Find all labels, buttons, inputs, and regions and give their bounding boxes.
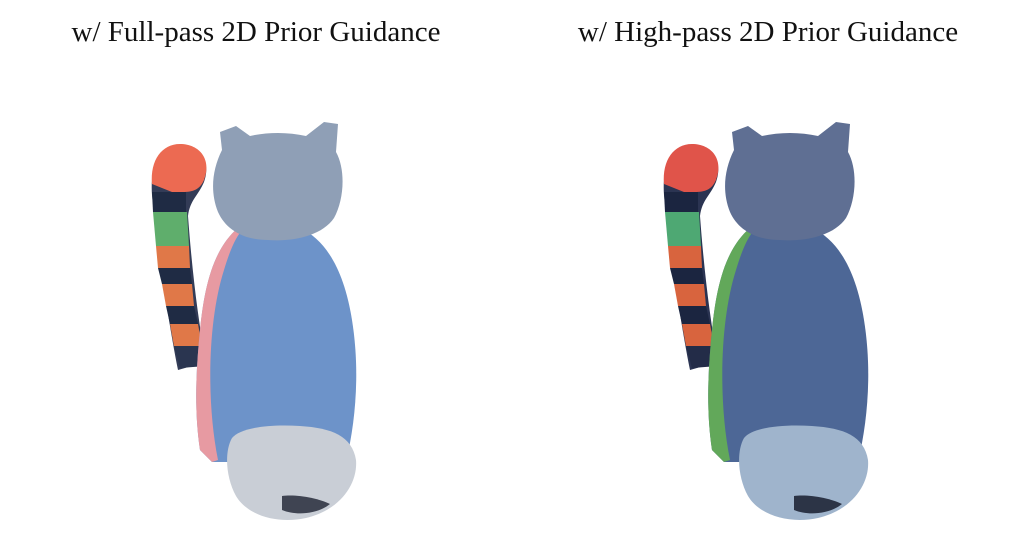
- panel-full-pass: w/ Full-pass 2D Prior Guidance: [71, 16, 441, 520]
- cat-figurine-render: [151, 122, 357, 520]
- base-shadow: [794, 495, 842, 514]
- cat-body: [196, 228, 357, 462]
- tail: [663, 144, 719, 370]
- panel-caption: w/ Full-pass 2D Prior Guidance: [71, 16, 441, 48]
- panel-high-pass: w/ High-pass 2D Prior Guidance: [512, 0, 1024, 542]
- cat-head: [725, 122, 855, 241]
- cat-base: [227, 425, 357, 520]
- body-edge: [196, 228, 244, 462]
- cat-figurine-render: [663, 122, 869, 520]
- cat-base: [739, 425, 869, 520]
- base-shadow: [282, 495, 330, 514]
- panel-caption: w/ High-pass 2D Prior Guidance: [577, 16, 959, 48]
- tail: [151, 144, 207, 370]
- cat-head: [213, 122, 343, 241]
- cat-body: [708, 228, 869, 462]
- body-edge: [708, 228, 756, 462]
